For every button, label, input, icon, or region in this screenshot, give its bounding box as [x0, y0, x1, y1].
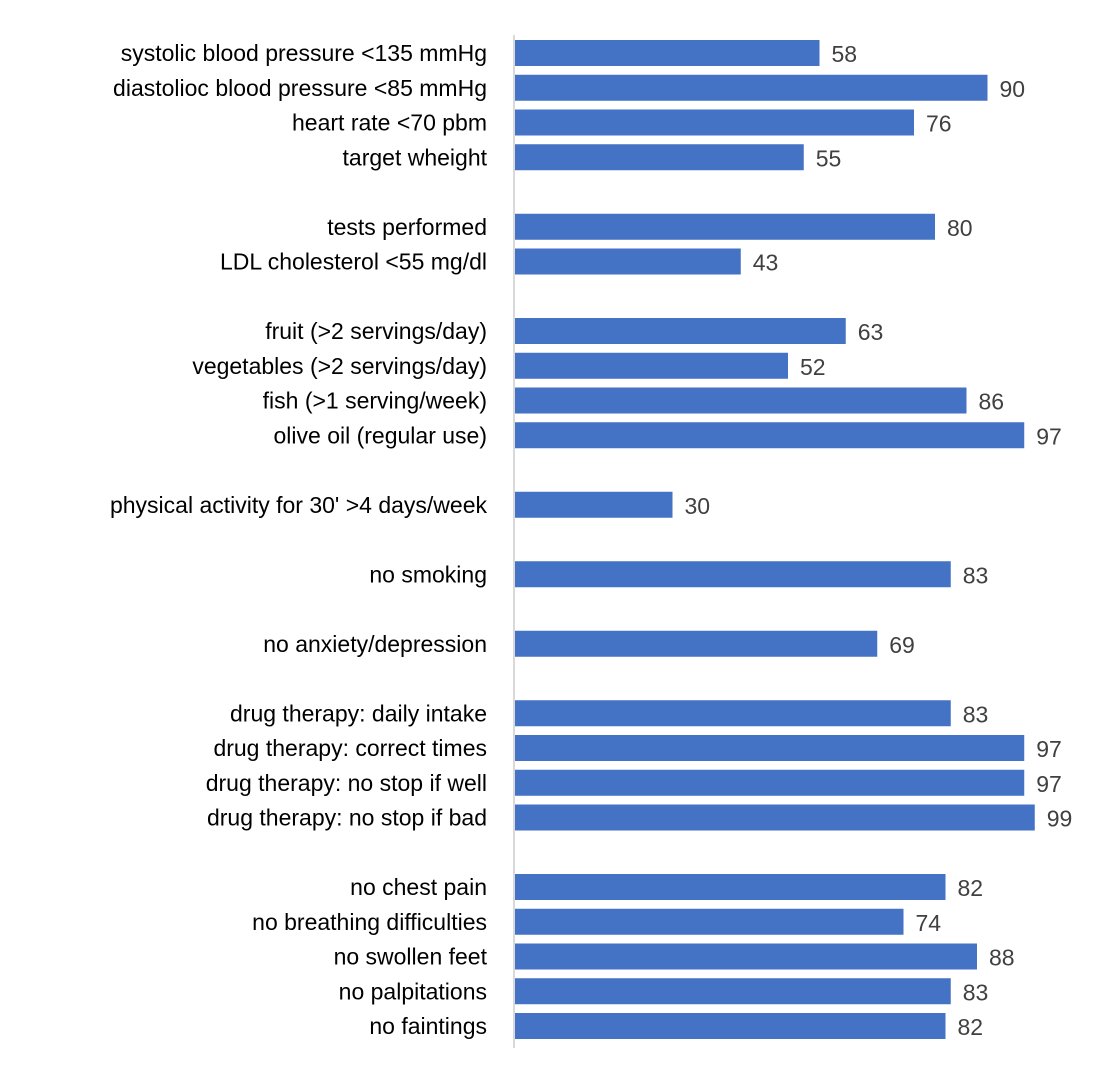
bar	[515, 318, 846, 344]
bar	[515, 109, 914, 136]
category-label: systolic blood pressure <135 mmHg	[121, 40, 487, 66]
value-label: 30	[685, 493, 711, 519]
bar	[515, 943, 977, 970]
value-label: 55	[816, 145, 842, 171]
bar	[515, 40, 820, 66]
value-label: 82	[958, 1014, 984, 1040]
value-label: 86	[979, 389, 1005, 415]
category-label: vegetables (>2 servings/day)	[192, 353, 487, 379]
bar	[515, 248, 741, 275]
value-label: 97	[1036, 423, 1062, 449]
category-label: no chest pain	[350, 874, 487, 900]
category-label: drug therapy: no stop if well	[206, 770, 487, 796]
bar	[515, 908, 904, 935]
value-label: 82	[958, 875, 984, 901]
value-label: 52	[800, 354, 826, 380]
bar	[515, 769, 1025, 796]
value-label: 83	[963, 701, 989, 727]
value-label: 99	[1047, 806, 1073, 832]
value-label: 83	[963, 562, 989, 588]
value-label: 90	[1000, 76, 1026, 102]
category-label: no breathing difficulties	[252, 909, 487, 935]
bar	[515, 1013, 946, 1039]
value-label: 88	[989, 945, 1015, 971]
category-label: LDL cholesterol <55 mg/dl	[220, 249, 487, 275]
category-label: no faintings	[369, 1013, 487, 1039]
bar	[515, 74, 988, 101]
bar	[515, 874, 946, 900]
bar	[515, 144, 804, 171]
value-label: 83	[963, 979, 989, 1005]
value-label: 74	[916, 910, 942, 936]
value-label: 69	[889, 632, 915, 658]
bar	[515, 422, 1025, 449]
value-label: 58	[832, 41, 858, 67]
category-label: drug therapy: daily intake	[230, 700, 487, 726]
value-label: 63	[858, 319, 884, 345]
value-label: 97	[1036, 736, 1062, 762]
bar	[515, 978, 951, 1005]
category-label: drug therapy: no stop if bad	[207, 805, 487, 831]
bar	[515, 630, 878, 657]
category-label: olive oil (regular use)	[274, 422, 487, 448]
category-labels: systolic blood pressure <135 mmHg diastol…	[110, 40, 488, 1039]
category-label: fish (>1 serving/week)	[263, 388, 487, 414]
bar	[515, 700, 951, 727]
category-label: no swollen feet	[334, 944, 488, 970]
value-label: 97	[1036, 771, 1062, 797]
value-labels: 58 90 76 55 80 43 63 52 86 97 30 83 69 83 97 97 99 82 74 88…	[685, 41, 1073, 1040]
category-label: tests performed	[327, 214, 487, 240]
bars-layer	[515, 40, 1035, 1039]
category-label: diastolioc blood pressure <85 mmHg	[113, 75, 487, 101]
category-label: no anxiety/depression	[263, 631, 487, 657]
bar	[515, 491, 673, 518]
category-label: physical activity for 30' >4 days/week	[110, 492, 488, 518]
bar	[515, 804, 1035, 831]
bar	[515, 561, 951, 588]
bar	[515, 213, 935, 240]
category-label: target wheight	[343, 144, 488, 170]
bar	[515, 735, 1025, 761]
category-label: no palpitations	[339, 978, 487, 1004]
category-label: heart rate <70 pbm	[292, 110, 487, 136]
value-label: 80	[947, 215, 973, 241]
value-label: 43	[753, 250, 779, 276]
bar	[515, 352, 788, 379]
category-label: drug therapy: correct times	[213, 735, 487, 761]
category-label: fruit (>2 servings/day)	[265, 318, 487, 344]
category-label: no smoking	[369, 561, 487, 587]
value-label: 76	[926, 111, 952, 137]
bar	[515, 387, 967, 414]
